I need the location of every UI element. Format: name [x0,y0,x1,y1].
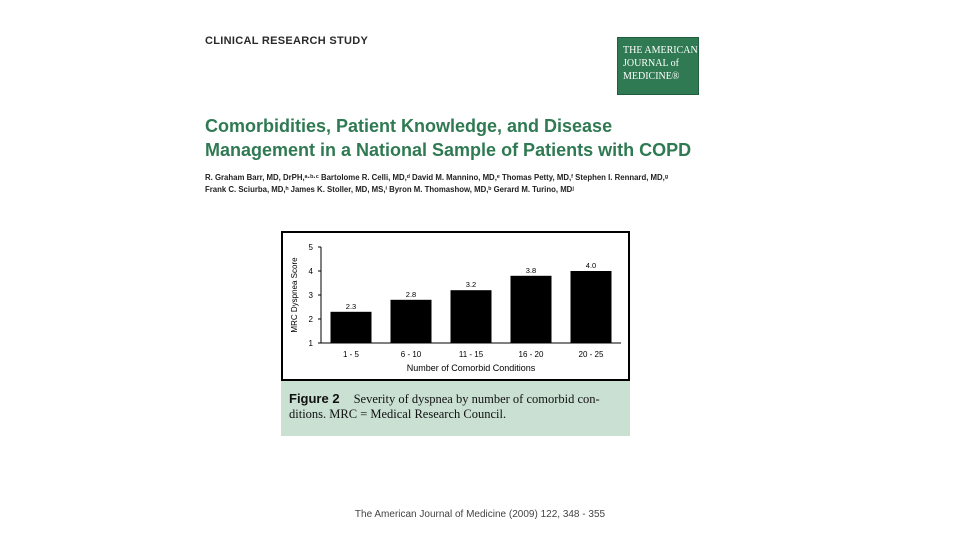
bar-value-label: 3.8 [526,266,536,275]
bar [450,290,492,343]
x-tick-label: 20 - 25 [579,350,604,359]
article-title: Comorbidities, Patient Knowledge, and Di… [205,114,725,162]
author-list: R. Graham Barr, MD, DrPH,ᵃ·ᵇ·ᶜ Bartolome… [205,172,725,196]
bar [390,299,432,343]
bar [510,275,552,343]
y-tick-label: 5 [309,243,314,252]
x-tick-label: 6 - 10 [401,350,422,359]
bar-chart: 1 2 3 4 5 2.3 1 - 5 2.8 6 - 10 3.2 11 - 15 3.8 16 -… [290,243,621,373]
title-line: Comorbidities, Patient Knowledge, and Di… [205,116,613,136]
logo-line: THE AMERICAN [623,45,698,56]
y-axis-label: MRC Dyspnea Score [290,257,299,333]
y-tick-label: 2 [309,315,314,324]
journal-logo: THE AMERICAN JOURNAL of MEDICINE® [617,37,699,95]
author-line: R. Graham Barr, MD, DrPH,ᵃ·ᵇ·ᶜ Bartolome… [205,173,668,182]
x-tick-label: 11 - 15 [459,350,484,359]
logo-line: MEDICINE® [623,71,680,82]
bar [570,271,612,343]
chart-frame: 1 2 3 4 5 2.3 1 - 5 2.8 6 - 10 3.2 11 - 15 3.8 16 -… [281,231,630,381]
caption-text: Severity of dyspnea by number of comorbi… [353,392,600,406]
x-tick-label: 16 - 20 [519,350,544,359]
y-tick-label: 4 [309,267,314,276]
y-tick-label: 1 [309,339,314,348]
bar-value-label: 2.8 [406,290,416,299]
figure-label: Figure 2 [289,391,340,406]
logo-line: JOURNAL of [623,58,680,69]
title-line: Management in a National Sample of Patie… [205,140,692,160]
author-line: Frank C. Sciurba, MD,ʰ James K. Stoller,… [205,185,574,194]
x-tick-label: 1 - 5 [343,350,360,359]
figure-caption: Figure 2 Severity of dyspnea by number of… [281,381,630,436]
section-label: CLINICAL RESEARCH STUDY [205,35,369,47]
y-tick-label: 3 [309,291,314,300]
caption-line: ditions. MRC = Medical Research Council. [289,407,507,421]
x-axis-label: Number of Comorbid Conditions [407,363,536,373]
caption-line: Figure 2 Severity of dyspnea by number of… [289,391,622,407]
bar-value-label: 4.0 [586,261,596,270]
citation-footer: The American Journal of Medicine (2009) … [354,509,606,520]
bar-value-label: 3.2 [466,280,476,289]
bar-value-label: 2.3 [346,302,356,311]
bar [330,311,372,343]
figure: 1 2 3 4 5 2.3 1 - 5 2.8 6 - 10 3.2 11 - 15 3.8 16 -… [281,231,630,436]
